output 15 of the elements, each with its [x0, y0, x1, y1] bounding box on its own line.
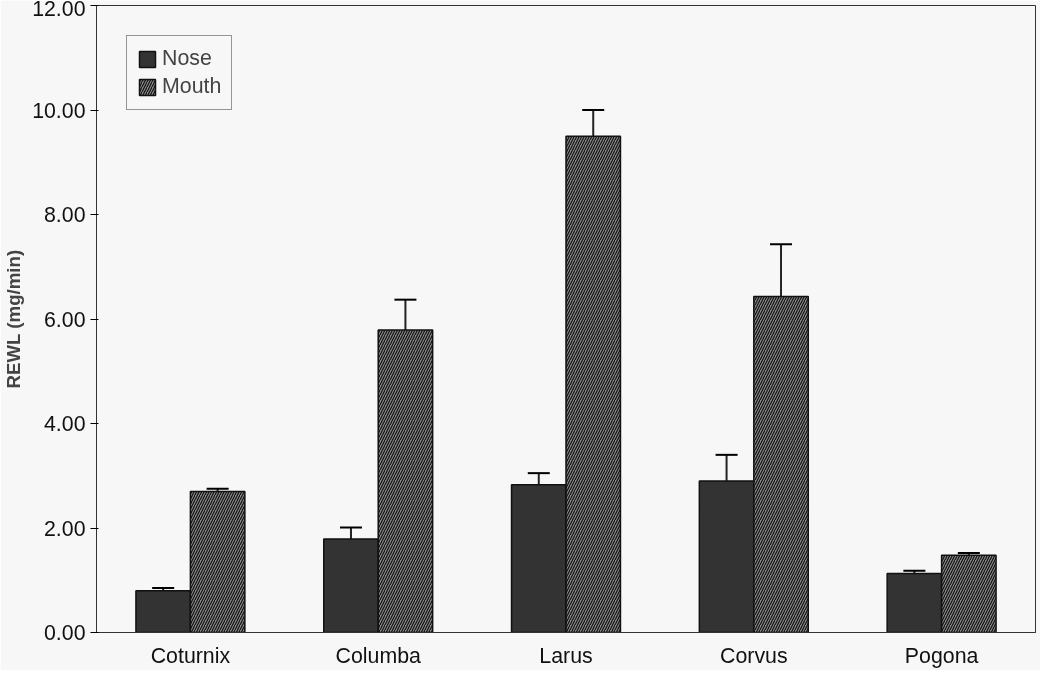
- y-tick-label: 6.00: [43, 307, 86, 332]
- x-tick-label: Coturnix: [150, 643, 231, 668]
- y-axis-title: REWL (mg/min): [3, 249, 25, 389]
- x-tick-label: Corvus: [720, 643, 788, 668]
- x-tick-label: Columba: [335, 643, 422, 668]
- y-tick-label: 2.00: [43, 516, 86, 541]
- y-tick-label: 8.00: [43, 203, 86, 227]
- legend-label: Nose: [162, 46, 212, 71]
- y-tick-label: 10.00: [32, 98, 86, 123]
- x-tick-label: Larus: [539, 643, 593, 668]
- y-tick-label: 12.00: [32, 0, 86, 21]
- y-tick-label: 4.00: [43, 412, 86, 436]
- legend-label: Mouth: [162, 74, 222, 99]
- x-tick-label: Pogona: [904, 643, 979, 668]
- y-tick-label: 0.00: [43, 621, 86, 645]
